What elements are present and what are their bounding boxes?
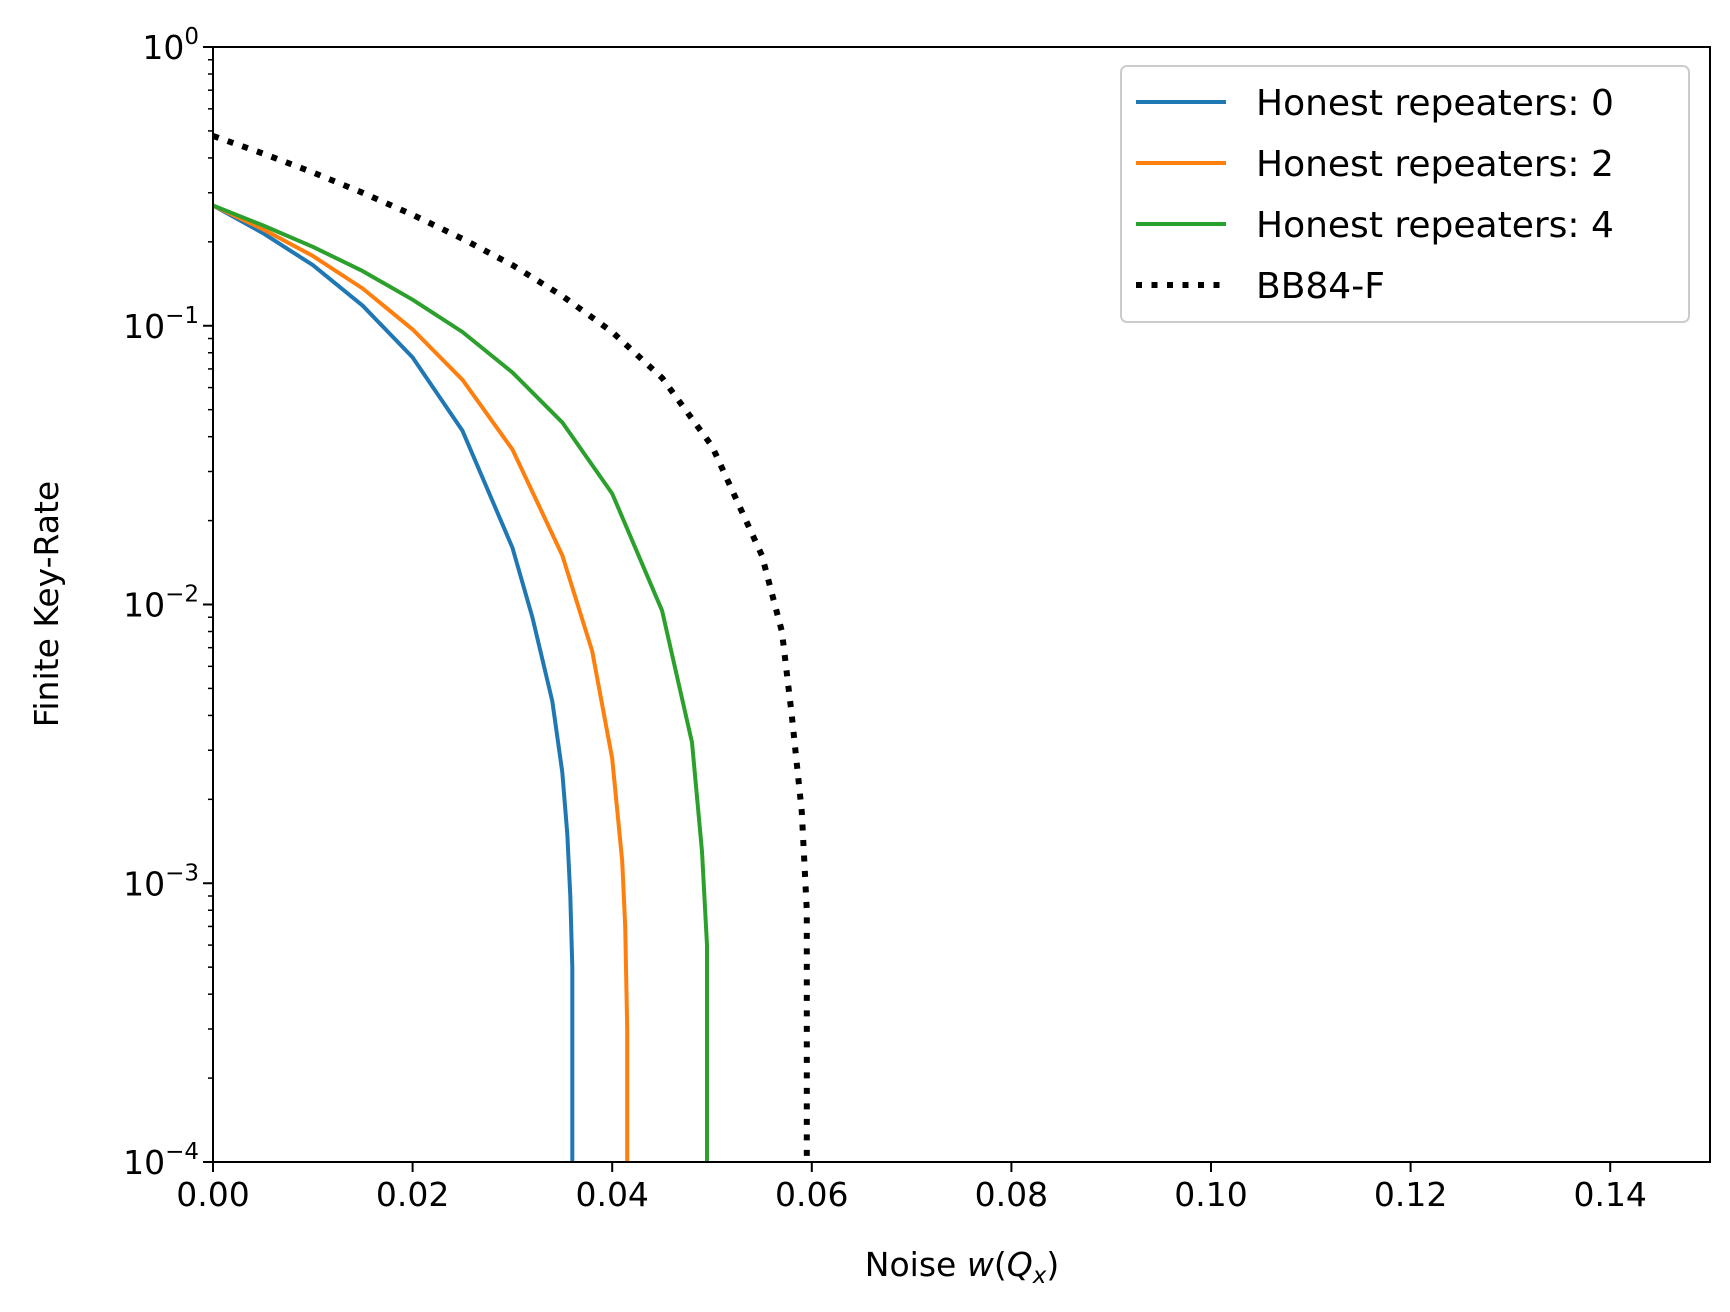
legend-label-1: Honest repeaters: 2 — [1256, 144, 1614, 185]
series-line-2 — [213, 203, 709, 1162]
y-tick-label: 10−2 — [123, 582, 199, 625]
y-axis: 100 10−1 10−2 10−3 10−4 — [123, 24, 213, 1182]
series-line-1 — [213, 203, 630, 1162]
x-tick-label: 0.12 — [1374, 1175, 1447, 1214]
series-line-3 — [213, 133, 810, 1162]
series-layer — [213, 133, 810, 1162]
series-line-0 — [213, 203, 575, 1162]
x-tick-label: 0.04 — [575, 1175, 648, 1214]
x-axis-label: Noise w(Qx) — [865, 1245, 1059, 1289]
x-axis: 0.00 0.02 0.04 0.06 0.08 0.10 0.12 0.14 — [176, 1162, 1647, 1214]
x-axis-label-text: Noise — [865, 1245, 957, 1284]
legend-label-3: BB84-F — [1256, 266, 1385, 307]
x-tick-label: 0.10 — [1174, 1175, 1247, 1214]
legend: Honest repeaters: 0 Honest repeaters: 2 Ho… — [1120, 65, 1690, 323]
x-axis-label-math: w(Qx) — [967, 1245, 1059, 1289]
legend-box — [1120, 65, 1690, 323]
y-tick-label: 100 — [142, 24, 199, 67]
legend-label-2: Honest repeaters: 4 — [1256, 205, 1614, 246]
y-tick-label: 10−1 — [123, 303, 199, 346]
x-tick-label: 0.00 — [176, 1175, 249, 1214]
x-tick-label: 0.06 — [775, 1175, 848, 1214]
y-tick-label: 10−3 — [123, 860, 199, 903]
x-tick-label: 0.14 — [1573, 1175, 1646, 1214]
x-tick-label: 0.08 — [975, 1175, 1048, 1214]
x-tick-label: 0.02 — [376, 1175, 449, 1214]
legend-label-0: Honest repeaters: 0 — [1256, 83, 1614, 124]
y-axis-label: Finite Key-Rate — [27, 481, 66, 727]
y-tick-label: 10−4 — [123, 1139, 199, 1182]
